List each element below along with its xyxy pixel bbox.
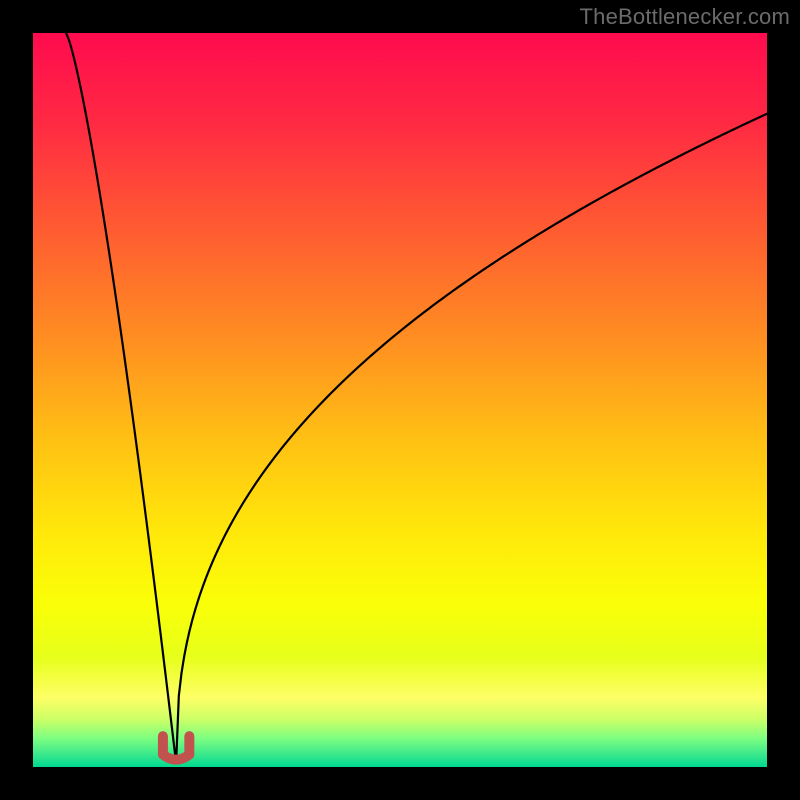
chart-stage: TheBottlenecker.com bbox=[0, 0, 800, 800]
chart-svg bbox=[0, 0, 800, 800]
plot-background bbox=[33, 33, 767, 767]
